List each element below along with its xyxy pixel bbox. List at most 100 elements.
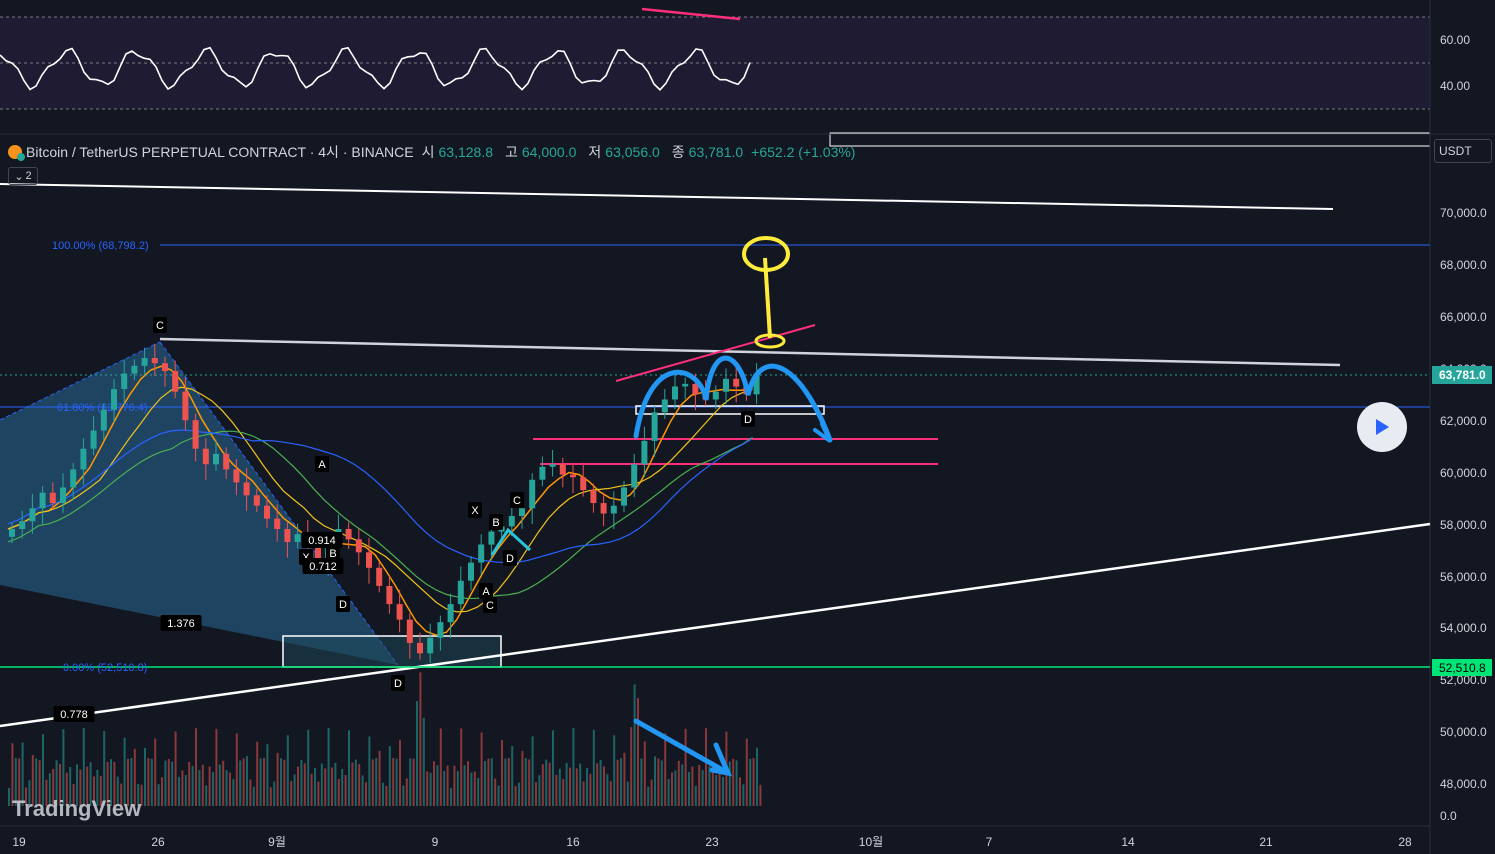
- volume-bar: [623, 752, 626, 806]
- volume-bar: [711, 761, 714, 806]
- volume-bar: [348, 730, 350, 806]
- volume-bar: [69, 767, 72, 806]
- tradingview-logo: TradingView: [12, 796, 142, 821]
- volume-bar: [575, 768, 578, 806]
- candle-body: [243, 482, 250, 496]
- volume-bar: [174, 731, 177, 806]
- volume-bar: [310, 773, 313, 806]
- price-tick: 56,000.0: [1440, 570, 1487, 584]
- candle-body: [29, 508, 36, 522]
- time-tick: 7: [986, 835, 993, 849]
- volume-bar: [38, 760, 41, 806]
- volume-bar: [252, 786, 255, 806]
- ma-short-line: [7, 365, 753, 636]
- volume-bar: [317, 781, 320, 806]
- price-tick: 70,000.0: [1440, 206, 1487, 220]
- volume-bar: [477, 778, 480, 806]
- volume-bar: [518, 782, 520, 806]
- symbol-name[interactable]: Bitcoin / TetherUS PERPETUAL CONTRACT · …: [26, 144, 414, 160]
- volume-bar: [582, 781, 585, 806]
- candle-body: [529, 479, 536, 509]
- volume-bar: [433, 761, 435, 806]
- range-box: [635, 405, 825, 415]
- pane-divider-box: [829, 132, 1431, 147]
- pattern-label-box: [483, 597, 497, 613]
- volume-bar: [460, 728, 463, 806]
- pattern-label-box: [503, 550, 517, 566]
- support-price-badge: [1432, 659, 1492, 676]
- double-top-drawing: [633, 355, 833, 443]
- candle-body: [345, 529, 352, 540]
- volume-bar: [375, 758, 378, 806]
- candle-body: [447, 604, 454, 623]
- volume-bar: [273, 781, 276, 806]
- volume-bar: [246, 756, 248, 806]
- arrow-down-icon: [813, 422, 832, 443]
- volume-bar: [154, 738, 157, 806]
- volume-bar: [586, 768, 588, 806]
- volume-bar: [450, 787, 452, 806]
- indicator-collapse-button[interactable]: ⌄ 2: [8, 167, 38, 185]
- volume-bar: [385, 786, 388, 806]
- time-axis: 19 26 9월 9 16 23 10월 7 14 21 28: [12, 835, 1412, 849]
- candle-body: [457, 580, 464, 605]
- last-price-badge: [1432, 366, 1492, 384]
- candle-body: [417, 642, 423, 654]
- volume-bar: [144, 747, 146, 806]
- volume-bar: [303, 763, 306, 806]
- support-trend-line: [0, 522, 1431, 728]
- candle-body: [131, 365, 138, 374]
- volume-bar: [266, 744, 269, 806]
- volume-bar: [96, 769, 99, 806]
- fib-label-bottom: 0.00% (52,510.8): [63, 662, 147, 674]
- pattern-label-box: [489, 514, 503, 530]
- volume-bar: [195, 728, 197, 806]
- play-button[interactable]: [1357, 402, 1407, 452]
- volume-bar: [161, 777, 163, 806]
- price-tick: 62,000.0: [1440, 414, 1487, 428]
- volume-bar: [167, 759, 170, 806]
- volume-bar: [694, 785, 697, 806]
- candles: [9, 343, 760, 663]
- target-base-icon: [754, 333, 786, 349]
- volume-bar: [759, 784, 762, 806]
- volume-bar: [671, 772, 673, 806]
- volume-bar: [514, 786, 517, 806]
- candle-body: [539, 466, 546, 480]
- volume-bar: [664, 733, 667, 806]
- pattern-label-text: A: [318, 459, 326, 471]
- volume-bar: [626, 781, 629, 806]
- volume-bar: [300, 760, 303, 806]
- volume-bar: [232, 779, 235, 806]
- time-tick: 21: [1259, 835, 1273, 849]
- candle-body: [508, 516, 515, 527]
- volume-bar: [86, 766, 89, 806]
- volume-bar: [93, 776, 95, 806]
- volume-bar: [439, 728, 442, 806]
- time-tick: 16: [566, 835, 580, 849]
- volume-bar: [229, 772, 231, 806]
- volume-bar: [728, 761, 731, 806]
- volume-bar: [25, 787, 27, 806]
- volume-bar: [320, 763, 323, 806]
- volume-bar: [178, 776, 180, 806]
- volume-bar: [269, 787, 272, 806]
- currency-selector[interactable]: USDT: [1434, 139, 1492, 163]
- volume-bar: [263, 758, 265, 806]
- candle-body: [90, 430, 97, 449]
- volume-bar: [283, 759, 286, 806]
- volume-bar: [620, 758, 622, 806]
- pattern-label-box: [468, 502, 482, 518]
- volume-bar: [592, 729, 595, 806]
- candle-body: [376, 567, 383, 586]
- price-axis: 70,000.068,000.066,000.064,000.062,000.0…: [1432, 206, 1492, 823]
- volume-bar: [416, 701, 418, 806]
- candle-body: [294, 534, 301, 542]
- pattern-label-box: [160, 615, 202, 631]
- volume-bar: [470, 772, 473, 806]
- candle-body: [580, 477, 587, 491]
- candle-body: [478, 544, 485, 563]
- candle-body: [141, 358, 148, 366]
- price-tick: 50,000.0: [1440, 725, 1487, 739]
